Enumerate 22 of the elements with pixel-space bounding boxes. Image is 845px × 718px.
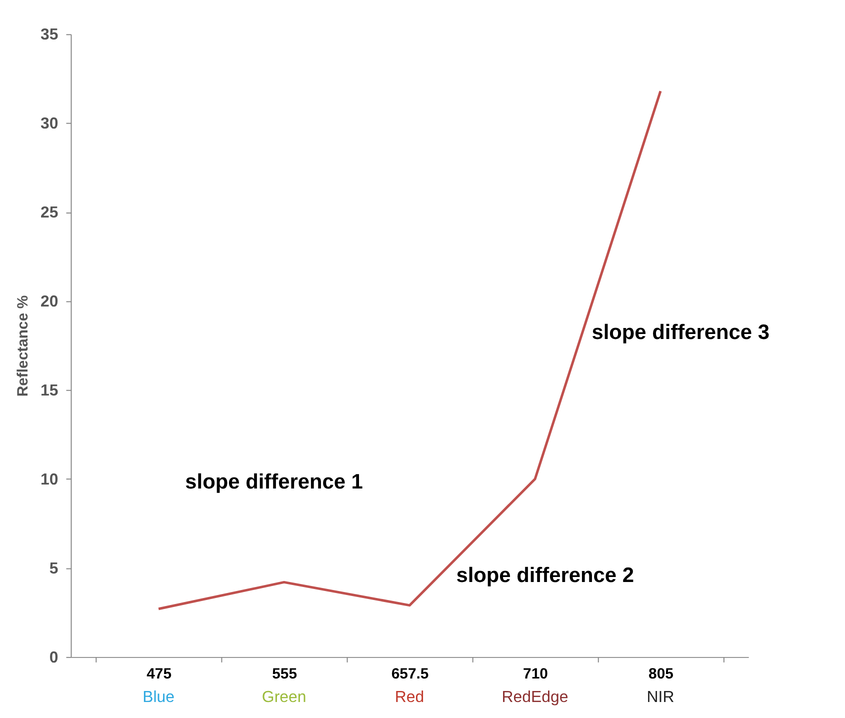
- x-tick-label: 555: [272, 665, 298, 682]
- text: Green: [262, 688, 306, 706]
- y-tick-label: 30: [40, 116, 58, 133]
- y-tick-label: 0: [49, 649, 58, 666]
- annotation: slope difference 1: [185, 470, 364, 494]
- x-tick-label: 475: [146, 665, 172, 682]
- y-tick-label: 15: [40, 382, 58, 400]
- y-tick-label: 20: [40, 294, 58, 311]
- text: Blue: [142, 688, 175, 706]
- text: NIR: [646, 688, 674, 706]
- y-axis-title: Reflectance %: [14, 295, 32, 397]
- y-tick-label: 5: [49, 560, 58, 578]
- x-tick-label: 657.5: [391, 665, 429, 682]
- text: Red: [394, 688, 424, 706]
- annotation: slope difference 3: [592, 321, 770, 344]
- y-tick-label: 35: [40, 26, 58, 44]
- text: RedEdge: [502, 688, 568, 706]
- x-tick-label: 710: [523, 665, 548, 682]
- x-tick-label: 805: [648, 665, 674, 682]
- y-tick-label: 25: [40, 204, 58, 222]
- y-tick-label: 10: [40, 471, 58, 488]
- annotation: slope difference 2: [456, 564, 634, 587]
